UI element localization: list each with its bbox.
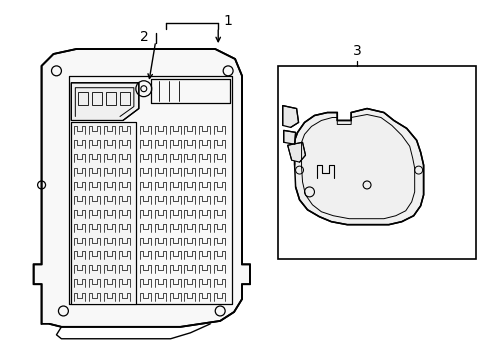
Bar: [92, 92, 102, 105]
Bar: [278, 66, 476, 260]
Text: 3: 3: [353, 44, 362, 58]
Polygon shape: [34, 49, 250, 327]
Bar: [120, 92, 130, 105]
Bar: [78, 92, 88, 105]
Bar: [106, 92, 116, 105]
Polygon shape: [283, 105, 298, 127]
Polygon shape: [294, 109, 424, 225]
Text: 2: 2: [140, 30, 149, 44]
Polygon shape: [288, 142, 306, 162]
Polygon shape: [284, 130, 295, 144]
Text: 1: 1: [223, 14, 232, 28]
Polygon shape: [72, 83, 139, 121]
Polygon shape: [72, 122, 136, 304]
